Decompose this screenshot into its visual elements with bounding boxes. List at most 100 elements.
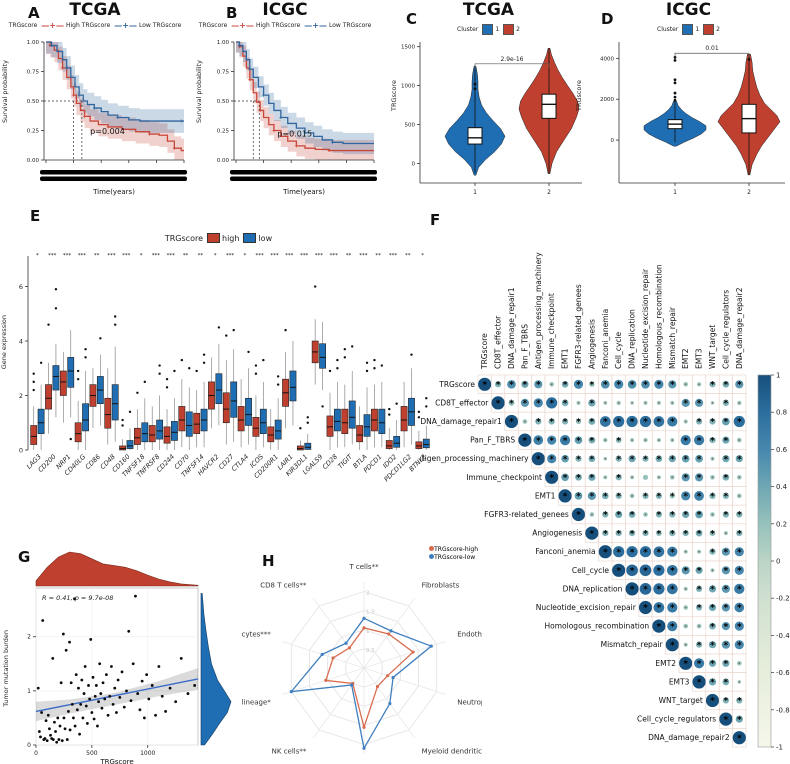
- svg-text:*: *: [603, 529, 608, 539]
- panel-title-icgc-km: ICGC: [262, 0, 308, 20]
- svg-text:*: *: [576, 381, 581, 391]
- svg-text:*: *: [616, 529, 621, 539]
- svg-text:Cell_cycle_regulators: Cell_cycle_regulators: [637, 715, 716, 724]
- svg-text:*: *: [710, 660, 715, 670]
- svg-text:**: **: [346, 253, 352, 259]
- svg-text:***: ***: [300, 253, 309, 259]
- svg-text:0.5: 0.5: [366, 648, 375, 654]
- svg-text:TRGscore: TRGscore: [99, 758, 133, 764]
- svg-text:*: *: [683, 511, 688, 521]
- svg-text:*: *: [536, 381, 541, 391]
- svg-text:*: *: [616, 381, 621, 391]
- svg-text:*: *: [563, 455, 568, 465]
- svg-text:*: *: [683, 529, 688, 539]
- panel-title-tcga-violin: TCGA: [462, 0, 515, 20]
- svg-text:*: *: [724, 418, 729, 428]
- y-axis-label: TRGscore: [390, 80, 398, 111]
- svg-text:*: *: [724, 399, 729, 409]
- km-icgc-legend: TRGscore —+— High TRGscore —+— Low TRGscor…: [190, 20, 380, 30]
- svg-text:1: 1: [473, 189, 477, 196]
- km-tcga-legend: TRGscore —+— High TRGscore —+— Low TRGscor…: [0, 20, 190, 30]
- svg-text:NK cells**: NK cells**: [272, 747, 307, 755]
- svg-text:0: 0: [776, 558, 780, 566]
- svg-text:Pan_F_TBRS: Pan_F_TBRS: [520, 324, 529, 369]
- legend-title: TRGscore: [164, 233, 203, 243]
- panel-label-c: C: [406, 10, 418, 28]
- legend-item-low: —+— Low TRGscore: [114, 20, 182, 30]
- svg-text:Nucleotide_excision_repair: Nucleotide_excision_repair: [536, 603, 637, 612]
- svg-text:**: **: [183, 253, 189, 259]
- svg-text:***: ***: [330, 253, 339, 259]
- svg-text:*: *: [710, 641, 715, 651]
- legend-item-high: high: [207, 233, 239, 243]
- svg-text:500: 500: [86, 750, 98, 757]
- svg-text:*: *: [724, 474, 729, 484]
- high-box-swatch-icon: [207, 233, 220, 243]
- svg-text:0.25: 0.25: [217, 129, 230, 135]
- svg-text:-0.6: -0.6: [776, 669, 790, 677]
- high-curve-marker-icon: —+—: [231, 20, 254, 30]
- panel-label-g: G: [18, 548, 31, 566]
- legend-item-cluster2: 2: [703, 24, 720, 35]
- svg-text:2: 2: [747, 189, 751, 196]
- gene-expression-legend: TRGscore high low: [0, 233, 437, 243]
- svg-text:*: *: [657, 492, 662, 502]
- svg-text:*: *: [737, 529, 742, 539]
- high-dot-icon: [429, 546, 435, 551]
- svg-text:Homologous_recombination: Homologous_recombination: [545, 622, 650, 631]
- svg-text:4000: 4000: [600, 56, 614, 62]
- svg-text:*: *: [697, 474, 702, 484]
- svg-text:EMT1: EMT1: [535, 491, 556, 500]
- svg-text:DNA_damage_repair2: DNA_damage_repair2: [648, 733, 730, 742]
- legend-item-high: —+— High TRGscore: [231, 20, 301, 30]
- svg-text:***: ***: [256, 253, 265, 259]
- svg-text:EMT3: EMT3: [669, 677, 690, 686]
- legend-item-cluster2: 2: [503, 24, 520, 35]
- svg-text:*: *: [536, 399, 541, 409]
- svg-text:0.25: 0.25: [27, 129, 40, 135]
- svg-text:CD8T_effector: CD8T_effector: [435, 398, 489, 407]
- svg-text:*: *: [724, 455, 729, 465]
- panel-violin-icgc: D ICGC Cluster 1 2 TRGscore 0.01 0 2000 400…: [575, 0, 790, 205]
- svg-text:*: *: [670, 418, 675, 428]
- radar-immune-chart: 0.5 1 1.5 2 T cells** Fibroblasts Endothelial …: [242, 563, 482, 755]
- svg-text:Immune_checkpoint: Immune_checkpoint: [466, 473, 542, 482]
- svg-text:*: *: [737, 381, 742, 391]
- svg-text:*: *: [657, 381, 662, 391]
- svg-text:1000: 1000: [401, 84, 415, 90]
- svg-text:*: *: [737, 567, 742, 577]
- svg-text:*: *: [724, 492, 729, 502]
- svg-text:*: *: [697, 455, 702, 465]
- km-tcga-chart: 1.00 0.75 0.50 0.25 0.00 p=0.004 Time(years): [27, 40, 187, 196]
- svg-text:*: *: [724, 511, 729, 521]
- svg-text:*: *: [630, 418, 635, 428]
- svg-text:*: *: [603, 492, 608, 502]
- violin-icgc-legend: Cluster 1 2: [587, 24, 790, 35]
- svg-text:DNA_damage_repair1: DNA_damage_repair1: [420, 417, 502, 426]
- svg-text:Mismatch_repair: Mismatch_repair: [601, 640, 664, 649]
- svg-text:TIGIT: TIGIT: [336, 452, 354, 470]
- legend-item-high: TRGscore-high: [429, 546, 478, 553]
- svg-text:*: *: [670, 381, 675, 391]
- svg-text:TRGscore: TRGscore: [480, 333, 489, 370]
- svg-text:*: *: [737, 418, 742, 428]
- svg-text:*: *: [737, 511, 742, 521]
- svg-text:*: *: [683, 567, 688, 577]
- svg-text:*: *: [724, 585, 729, 595]
- svg-text:0.8: 0.8: [776, 409, 787, 417]
- svg-text:*: *: [657, 604, 662, 614]
- legend-item-high: —+— High TRGscore: [41, 20, 111, 30]
- svg-text:*: *: [643, 548, 648, 558]
- svg-text:*: *: [683, 492, 688, 502]
- svg-text:*: *: [737, 641, 742, 651]
- svg-text:***: ***: [389, 253, 398, 259]
- svg-text:Time(years): Time(years): [282, 188, 325, 196]
- svg-text:Neutrophils: Neutrophils: [457, 698, 482, 706]
- svg-text:*: *: [496, 381, 501, 391]
- svg-text:*: *: [670, 529, 675, 539]
- low-curve-marker-icon: —+—: [114, 20, 137, 30]
- svg-text:*: *: [630, 548, 635, 558]
- svg-text:*: *: [724, 548, 729, 558]
- panel-title-icgc-violin: ICGC: [665, 0, 712, 20]
